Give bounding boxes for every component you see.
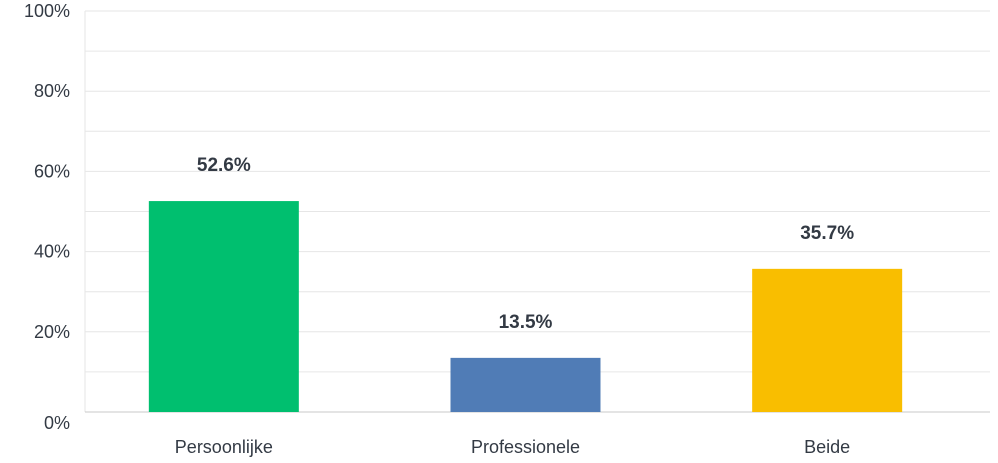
y-tick-label: 60% bbox=[34, 161, 70, 181]
data-label: 35.7% bbox=[800, 223, 854, 244]
y-tick-label: 0% bbox=[44, 413, 70, 433]
data-labels: 52.6% 13.5% 35.7% bbox=[197, 155, 854, 333]
bars bbox=[148, 201, 903, 412]
data-label: 13.5% bbox=[499, 312, 553, 333]
bar bbox=[450, 357, 601, 412]
x-tick-label: Persoonlijke bbox=[175, 437, 273, 457]
data-label: 52.6% bbox=[197, 155, 251, 176]
bar bbox=[752, 268, 903, 412]
bar bbox=[148, 201, 299, 412]
y-tick-label: 80% bbox=[34, 81, 70, 101]
x-axis: Persoonlijke Professionele Beide bbox=[175, 437, 850, 457]
y-tick-label: 100% bbox=[24, 1, 70, 21]
y-tick-label: 40% bbox=[34, 242, 70, 262]
y-tick-label: 20% bbox=[34, 322, 70, 342]
x-tick-label: Professionele bbox=[471, 437, 580, 457]
x-tick-label: Beide bbox=[804, 437, 850, 457]
y-axis: 0% 20% 40% 60% 80% 100% bbox=[24, 1, 70, 433]
